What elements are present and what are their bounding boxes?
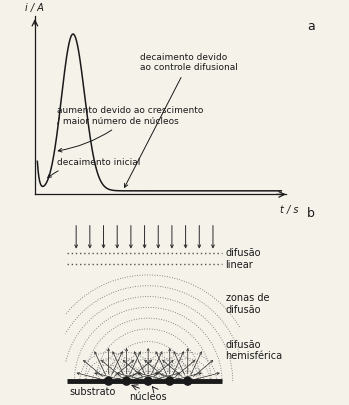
Circle shape bbox=[122, 377, 131, 385]
Circle shape bbox=[166, 377, 174, 385]
Circle shape bbox=[184, 377, 192, 385]
Text: i / A: i / A bbox=[25, 3, 44, 13]
Text: a: a bbox=[307, 20, 315, 33]
Text: aumento devido ao crescimento
/ maior número de núcleos: aumento devido ao crescimento / maior nú… bbox=[57, 106, 203, 152]
Text: decaimento inicial: decaimento inicial bbox=[48, 158, 140, 178]
Text: difusão
hemisférica: difusão hemisférica bbox=[225, 340, 283, 361]
Text: t / s: t / s bbox=[280, 205, 299, 215]
Circle shape bbox=[144, 377, 152, 385]
Text: decaimento devido
ao controle difusional: decaimento devido ao controle difusional bbox=[125, 53, 238, 188]
Circle shape bbox=[105, 377, 112, 385]
Text: substrato: substrato bbox=[69, 386, 115, 396]
Text: zonas de
difusão: zonas de difusão bbox=[225, 293, 269, 315]
Text: núcleos: núcleos bbox=[129, 392, 167, 402]
Text: difusão
linear: difusão linear bbox=[225, 248, 261, 270]
Text: b: b bbox=[307, 207, 315, 220]
